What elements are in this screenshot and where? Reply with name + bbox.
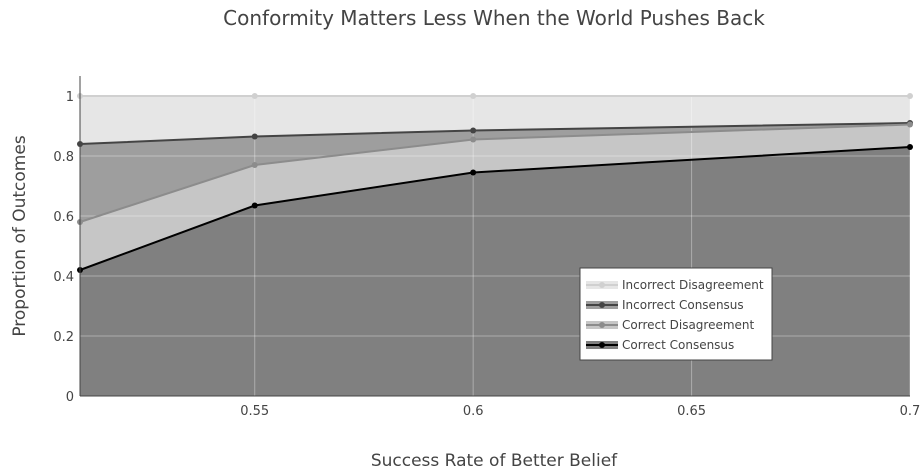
y-tick-label: 1 [66,90,74,105]
point-correct-disagreement [907,121,913,128]
legend-label: Correct Consensus [622,338,734,352]
point-correct-disagreement [251,162,258,168]
y-axis-title: Proportion of Outcomes [10,135,30,336]
legend-marker [599,282,605,288]
x-axis-title: Success Rate of Better Belief [371,451,618,468]
point-correct-consensus [470,169,477,176]
line-correct-consensus [79,146,911,271]
point-incorrect-disagreement [470,93,477,99]
y-tick-label: 0.4 [53,270,74,285]
x-tick-label: 0.6 [463,404,484,419]
point-incorrect-disagreement [251,93,258,99]
point-correct-consensus [251,202,258,209]
y-tick-label: 0.2 [53,330,74,345]
legend-label: Correct Disagreement [622,318,755,332]
point-correct-disagreement [470,136,477,143]
y-tick-label: 0 [66,390,74,405]
legend-label: Incorrect Consensus [622,298,744,312]
line-incorrect-consensus [79,122,911,145]
point-incorrect-consensus [470,127,477,134]
legend-marker [599,322,605,328]
x-tick-label: 0.65 [677,404,706,419]
y-tick-label: 0.8 [53,150,74,165]
plot-area: 0.55 0.6 0.65 0.7 0 0.2 0.4 0.6 0.8 1 [53,76,920,419]
chart-title: Conformity Matters Less When the World P… [223,6,765,30]
legend: Incorrect Disagreement Incorrect Consensu… [579,267,773,361]
legend-label: Incorrect Disagreement [622,278,764,292]
point-incorrect-disagreement [907,93,913,99]
area-incorrect-consensus [80,123,910,222]
point-correct-consensus [907,144,913,150]
area-incorrect-disagreement [80,96,910,144]
legend-marker [599,342,605,348]
x-tick-label: 0.55 [240,404,269,419]
y-tick-label: 0.6 [53,210,74,225]
x-tick-label: 0.7 [900,404,921,419]
area-correct-disagreement [80,124,910,270]
legend-marker [599,302,605,308]
point-incorrect-consensus [251,133,258,140]
line-correct-disagreement [79,123,911,223]
